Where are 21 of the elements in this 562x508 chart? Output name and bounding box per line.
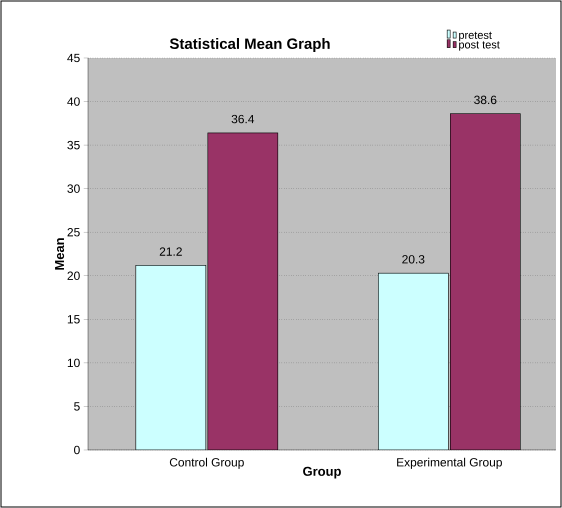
y-tick-label: 0 bbox=[74, 446, 80, 454]
y-tick-label: 40 bbox=[67, 97, 80, 106]
y-tick-label: 25 bbox=[68, 228, 80, 236]
chart-title: Statistical Mean Graph bbox=[170, 38, 330, 52]
x-tick-label: Control Group bbox=[170, 458, 244, 469]
data-label: 21.2 bbox=[160, 247, 182, 256]
x-tick-label: Experimental Group bbox=[397, 458, 502, 469]
x-axis-title: Group bbox=[303, 466, 341, 478]
data-label: 36.4 bbox=[232, 114, 254, 124]
data-label: 20.3 bbox=[402, 255, 424, 264]
y-tick-label: 15 bbox=[68, 315, 80, 324]
y-tick-label: 10 bbox=[68, 358, 80, 368]
legend-label: pretest bbox=[459, 32, 492, 42]
y-axis-title: Mean bbox=[55, 238, 64, 270]
data-label: 38.6 bbox=[474, 96, 496, 104]
legend-label: post test bbox=[459, 41, 500, 51]
y-tick-label: 20 bbox=[68, 272, 80, 280]
y-tick-label: 30 bbox=[67, 184, 80, 193]
y-tick-label: 5 bbox=[74, 402, 80, 411]
y-tick-label: 35 bbox=[67, 140, 80, 150]
y-tick-label: 45 bbox=[67, 54, 80, 62]
